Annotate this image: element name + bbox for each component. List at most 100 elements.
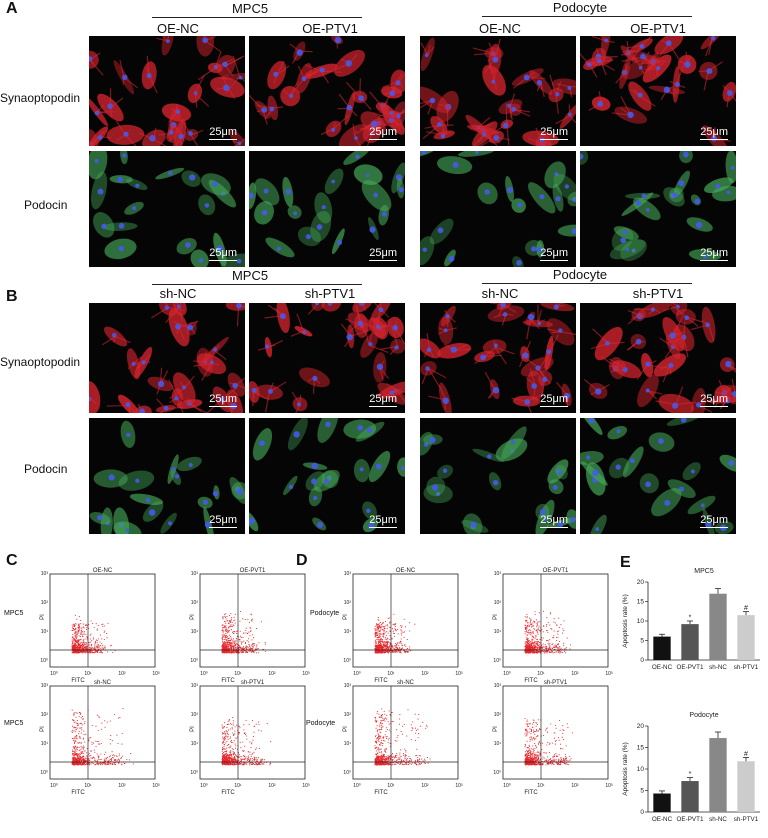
bar: [653, 793, 671, 812]
fc-row-label: MPC5: [4, 610, 24, 617]
condition-label: sh-NC: [481, 286, 519, 301]
scale-bar: 25μm: [209, 393, 237, 407]
y-tick-label: 10⁰: [190, 658, 198, 664]
flow-cytometry-plot: OE-PVT1 10⁰ 10⁰ 10¹ 10¹ 10² 10² 10³ 10³ FITC PI: [190, 568, 320, 705]
podocin-micrograph: 25μm: [249, 418, 405, 534]
synaptopodin-micrograph: 25μm: [420, 36, 576, 146]
panel-label-d: D: [296, 552, 308, 569]
scale-bar-label: 25μm: [209, 126, 237, 138]
x-axis-label: FITC: [221, 678, 235, 684]
panel-label-c: C: [6, 552, 18, 569]
scale-bar-label: 25μm: [540, 126, 568, 138]
podocin-micrograph: 25μm: [420, 151, 576, 267]
bar: [681, 781, 699, 812]
x-tick-label: 10⁰: [503, 671, 511, 677]
x-tick-label: 10³: [302, 783, 310, 789]
x-tick-label: OE-NC: [652, 664, 673, 671]
bar: [709, 593, 727, 660]
scale-bar-label: 25μm: [700, 126, 728, 138]
x-tick-label: 10¹: [537, 671, 545, 677]
y-tick-label: 10¹: [41, 629, 49, 635]
y-tick-label: 10²: [494, 600, 502, 606]
scale-bar-line: [369, 527, 397, 528]
condition-label: OE-PTV1: [302, 21, 358, 36]
x-tick-label: 10²: [118, 783, 126, 789]
y-tick-label: 5: [640, 638, 644, 645]
y-tick-label: 10⁰: [493, 770, 501, 776]
x-tick-label: 10³: [152, 671, 160, 677]
fc-row-label: MPC5: [4, 720, 24, 727]
x-tick-label: 10⁰: [353, 671, 361, 677]
podocin-micrograph: 25μm: [420, 418, 576, 534]
y-tick-label: 15: [637, 599, 645, 606]
scale-bar-label: 25μm: [369, 247, 397, 259]
x-tick-label: 10²: [571, 671, 579, 677]
scale-bar-line: [700, 260, 728, 261]
y-tick-label: 10⁰: [493, 658, 501, 664]
synaptopodin-micrograph: 25μm: [580, 36, 736, 146]
panel-label-b: B: [6, 288, 18, 305]
x-tick-label: 10²: [268, 671, 276, 677]
y-tick-label: 10¹: [344, 629, 352, 635]
x-tick-label: 10¹: [84, 671, 92, 677]
bar: [709, 738, 727, 812]
x-axis-label: FITC: [221, 790, 235, 796]
group-rule: [482, 283, 692, 284]
x-tick-label: sh-NC: [709, 664, 727, 671]
panel-label-e: E: [620, 554, 631, 571]
group-rule: [482, 16, 692, 17]
scale-bar-line: [209, 406, 237, 407]
significance-mark: #: [744, 751, 748, 758]
scale-bar-label: 25μm: [369, 514, 397, 526]
x-tick-label: 10²: [268, 783, 276, 789]
y-tick-label: 0: [640, 809, 644, 816]
flow-plot-title: sh-PTV1: [241, 680, 265, 686]
y-axis-label: PI: [343, 614, 349, 620]
x-tick-label: 10³: [455, 671, 463, 677]
y-tick-label: 10³: [191, 683, 199, 689]
x-tick-label: 10²: [118, 671, 126, 677]
scale-bar-line: [540, 527, 568, 528]
significance-mark: *: [689, 615, 692, 622]
x-tick-label: sh-PTV1: [734, 816, 759, 823]
flow-cytometry-plot: OE-PVT1 10⁰ 10⁰ 10¹ 10¹ 10² 10² 10³ 10³ FITC PI: [493, 568, 623, 705]
scale-bar: 25μm: [540, 393, 568, 407]
x-tick-label: 10²: [421, 671, 429, 677]
condition-label: OE-NC: [157, 21, 199, 36]
y-tick-label: 10²: [191, 712, 199, 718]
scale-bar: 25μm: [369, 247, 397, 261]
y-axis-label: PI: [190, 614, 196, 620]
bar: [737, 761, 755, 812]
y-tick-label: 10²: [344, 712, 352, 718]
scale-bar-line: [540, 406, 568, 407]
row-label-podocin: Podocin: [24, 462, 68, 476]
x-axis-label: FITC: [71, 790, 85, 796]
x-tick-label: 10⁰: [50, 783, 58, 789]
x-tick-label: sh-PTV1: [734, 664, 759, 671]
x-tick-label: OE-PVT1: [677, 664, 704, 671]
podocin-micrograph: 25μm: [249, 151, 405, 267]
y-tick-label: 10⁰: [40, 658, 48, 664]
scale-bar-label: 25μm: [540, 247, 568, 259]
group-rule: [152, 284, 362, 285]
x-axis-label: FITC: [524, 678, 538, 684]
synaptopodin-micrograph: 25μm: [580, 303, 736, 413]
y-tick-label: 10³: [494, 571, 502, 577]
scale-bar: 25μm: [209, 126, 237, 140]
y-tick-label: 10⁰: [343, 658, 351, 664]
scale-bar-label: 25μm: [209, 393, 237, 405]
synaptopodin-micrograph: 25μm: [249, 303, 405, 413]
condition-label: OE-PTV1: [630, 21, 686, 36]
x-tick-label: 10¹: [387, 783, 395, 789]
synaptopodin-micrograph: 25μm: [89, 36, 245, 146]
x-tick-label: 10¹: [537, 783, 545, 789]
flow-plot-title: sh-PTV1: [544, 680, 568, 686]
y-tick-label: 10¹: [41, 741, 49, 747]
group-rule: [152, 17, 362, 18]
row-label-synaptopodin: Synaoptopodin: [0, 91, 81, 105]
flow-cytometry-plot: sh-NC 10⁰ 10⁰ 10¹ 10¹ 10² 10² 10³ 10³ FITC PI: [343, 680, 473, 817]
y-tick-label: 0: [640, 657, 644, 664]
x-tick-label: 10³: [152, 783, 160, 789]
significance-mark: #: [744, 605, 748, 612]
y-tick-label: 10³: [41, 683, 49, 689]
